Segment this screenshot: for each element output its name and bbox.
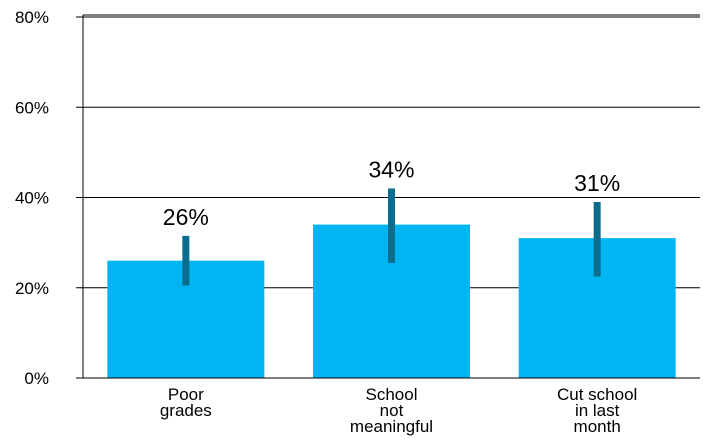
category-label-line: meaningful (350, 417, 433, 436)
data-label-0: 26% (163, 204, 209, 230)
data-labels: 26% 34% 31% (163, 156, 620, 229)
category-label-line: month (574, 417, 621, 436)
error-bar-2 (593, 202, 601, 277)
y-tick-label: 20% (15, 279, 49, 298)
data-label-2: 31% (574, 170, 620, 196)
category-label-line: School (366, 385, 418, 404)
y-tick-label: 80% (15, 8, 49, 27)
error-bar-1 (388, 188, 395, 263)
category-label-line: in last (575, 401, 620, 420)
category-label-line: Poor (168, 385, 204, 404)
category-label-line: Cut school (557, 385, 637, 404)
y-tick-label: 40% (15, 189, 49, 208)
data-label-1: 34% (368, 156, 414, 182)
error-bars (182, 188, 601, 286)
category-label-line: grades (160, 401, 212, 420)
y-tick-label: 60% (15, 98, 49, 117)
category-label-line: not (380, 401, 404, 420)
y-tick-labels: 0% 20% 40% 60% 80% (15, 8, 49, 388)
y-tick-label: 0% (24, 369, 49, 388)
error-bar-0 (182, 235, 190, 286)
axes (76, 14, 700, 379)
